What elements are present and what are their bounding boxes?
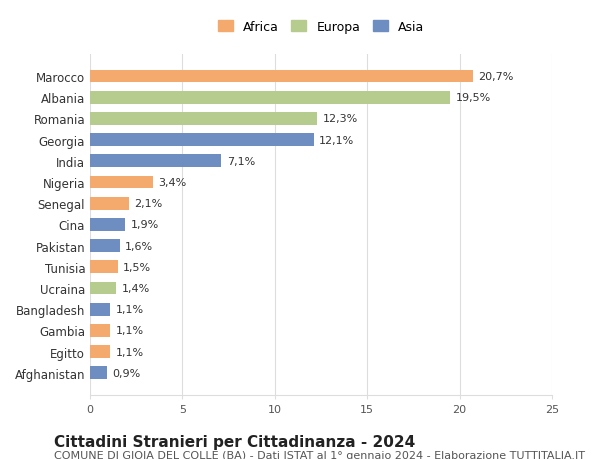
- Bar: [90, 218, 125, 231]
- Text: 1,1%: 1,1%: [116, 326, 144, 336]
- Bar: [90, 367, 107, 379]
- Text: 2,1%: 2,1%: [134, 199, 163, 209]
- Bar: [90, 197, 129, 210]
- Text: 1,6%: 1,6%: [125, 241, 153, 251]
- Bar: [90, 176, 153, 189]
- Text: 1,9%: 1,9%: [131, 220, 159, 230]
- Text: 1,5%: 1,5%: [123, 262, 151, 272]
- Bar: [90, 346, 110, 358]
- Text: 3,4%: 3,4%: [158, 178, 187, 188]
- Text: 1,1%: 1,1%: [116, 347, 144, 357]
- Text: Cittadini Stranieri per Cittadinanza - 2024: Cittadini Stranieri per Cittadinanza - 2…: [54, 434, 415, 449]
- Bar: [90, 303, 110, 316]
- Text: 12,1%: 12,1%: [319, 135, 355, 146]
- Text: 20,7%: 20,7%: [478, 72, 514, 82]
- Legend: Africa, Europa, Asia: Africa, Europa, Asia: [214, 17, 428, 38]
- Bar: [90, 325, 110, 337]
- Bar: [90, 92, 451, 104]
- Text: 0,9%: 0,9%: [112, 368, 140, 378]
- Bar: [90, 71, 473, 83]
- Text: 1,1%: 1,1%: [116, 304, 144, 314]
- Bar: [90, 261, 118, 274]
- Text: 19,5%: 19,5%: [456, 93, 491, 103]
- Text: 7,1%: 7,1%: [227, 157, 255, 167]
- Text: 1,4%: 1,4%: [121, 283, 149, 293]
- Bar: [90, 282, 116, 295]
- Text: COMUNE DI GIOIA DEL COLLE (BA) - Dati ISTAT al 1° gennaio 2024 - Elaborazione TU: COMUNE DI GIOIA DEL COLLE (BA) - Dati IS…: [54, 450, 585, 459]
- Bar: [90, 240, 119, 252]
- Text: 12,3%: 12,3%: [323, 114, 358, 124]
- Bar: [90, 113, 317, 125]
- Bar: [90, 134, 314, 147]
- Bar: [90, 155, 221, 168]
